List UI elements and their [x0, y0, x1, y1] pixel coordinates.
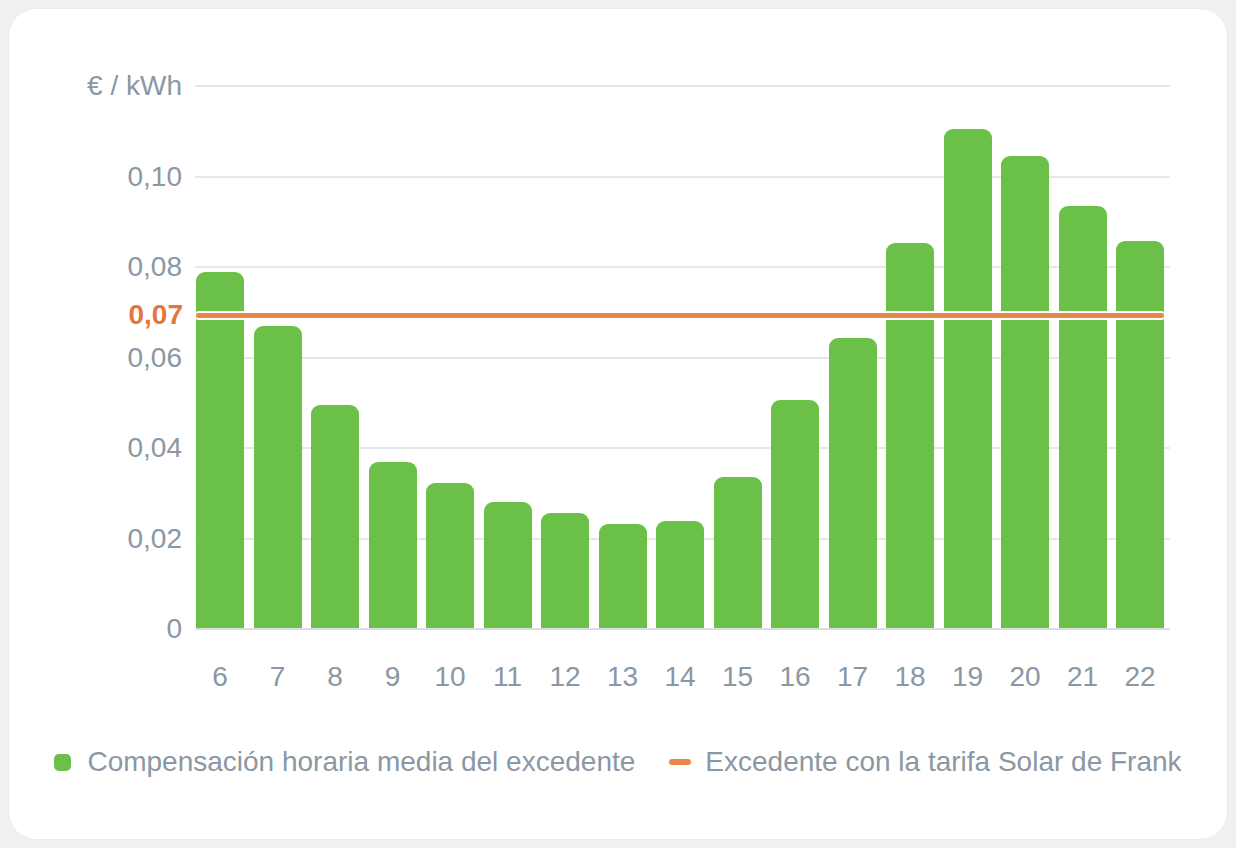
x-tick-label: 10	[434, 663, 465, 691]
y-tick-label: 0,08	[0, 253, 182, 281]
bar	[599, 524, 647, 628]
y-axis-title: € / kWh	[0, 72, 182, 100]
bar	[254, 326, 302, 628]
x-tick-label: 21	[1067, 663, 1098, 691]
bar	[714, 477, 762, 628]
x-tick-label: 9	[385, 663, 401, 691]
y-tick-label: 0,04	[0, 434, 182, 462]
y-tick-label: 0,10	[0, 163, 182, 191]
legend-marker-orange-dash	[669, 759, 691, 765]
bar	[426, 483, 474, 628]
legend-label-bars: Compensación horaria media del excedente	[87, 746, 635, 778]
legend-item-line: Excedente con la tarifa Solar de Frank	[669, 746, 1181, 778]
x-tick-label: 6	[212, 663, 228, 691]
bar	[1059, 206, 1107, 628]
x-tick-label: 15	[722, 663, 753, 691]
bar	[656, 521, 704, 628]
bar	[1001, 156, 1049, 628]
legend-item-bars: Compensación horaria media del excedente	[54, 746, 635, 778]
x-tick-label: 14	[664, 663, 695, 691]
y-tick-label: 0,02	[0, 525, 182, 553]
x-tick-label: 12	[549, 663, 580, 691]
gridline	[195, 85, 1170, 87]
x-tick-label: 17	[837, 663, 868, 691]
bar	[829, 338, 877, 628]
bar	[484, 502, 532, 628]
legend: Compensación horaria media del excedente…	[0, 746, 1236, 778]
bar-chart: € / kWh Compensación horaria media del e…	[0, 0, 1236, 848]
gridline	[195, 628, 1170, 630]
bar	[771, 400, 819, 628]
x-tick-label: 11	[493, 663, 522, 691]
x-tick-label: 7	[270, 663, 286, 691]
x-tick-label: 16	[779, 663, 810, 691]
bar	[196, 272, 244, 628]
x-tick-label: 18	[894, 663, 925, 691]
bar	[886, 243, 934, 628]
x-tick-label: 13	[607, 663, 638, 691]
threshold-line	[196, 313, 1164, 318]
bar	[944, 129, 992, 628]
bar	[369, 462, 417, 628]
threshold-tick-label: 0,07	[0, 301, 183, 329]
legend-label-line: Excedente con la tarifa Solar de Frank	[705, 746, 1181, 778]
x-tick-label: 22	[1124, 663, 1155, 691]
x-tick-label: 20	[1009, 663, 1040, 691]
y-tick-label: 0,06	[0, 344, 182, 372]
legend-marker-green-square	[54, 754, 71, 771]
bar	[541, 513, 589, 628]
x-tick-label: 19	[952, 663, 983, 691]
y-tick-label: 0	[0, 615, 182, 643]
bar	[1116, 241, 1164, 628]
bar	[311, 405, 359, 628]
x-tick-label: 8	[327, 663, 343, 691]
